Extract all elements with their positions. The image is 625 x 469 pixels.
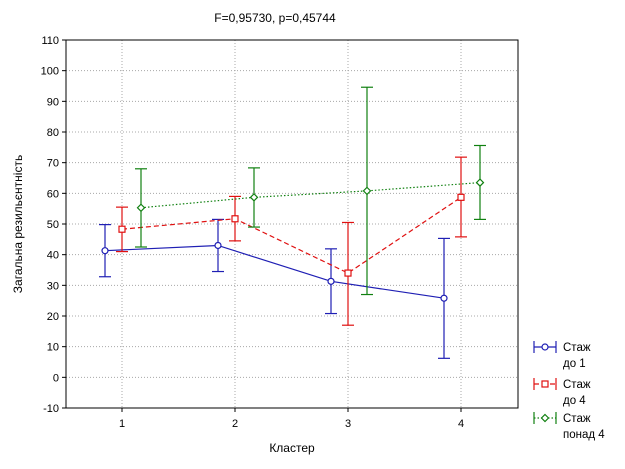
x-tick-label: 3 <box>345 418 351 430</box>
y-tick-label: 70 <box>47 158 59 170</box>
legend-label: до 1 <box>563 358 586 370</box>
legend-label: Стаж <box>563 413 591 425</box>
data-point-marker <box>327 277 335 285</box>
series-line <box>121 196 462 274</box>
chart-title: F=0,95730, p=0,45744 <box>214 11 336 25</box>
y-tick-label: 100 <box>41 66 59 78</box>
y-tick-label: -10 <box>43 403 59 415</box>
y-tick-label: 10 <box>47 342 59 354</box>
plot-frame <box>65 39 519 409</box>
data-point-marker <box>475 178 485 187</box>
series-group <box>99 218 450 359</box>
data-point-marker <box>136 203 146 213</box>
x-tick-label: 4 <box>458 418 464 430</box>
y-tick-label: 20 <box>47 311 59 323</box>
plot-series <box>99 86 486 359</box>
y-tick-label: 110 <box>41 35 59 47</box>
data-point-marker <box>231 215 239 223</box>
data-point-marker <box>214 241 222 250</box>
y-tick-label: 60 <box>47 188 59 200</box>
x-tick-label: 2 <box>232 418 238 430</box>
data-point-marker <box>249 192 259 202</box>
data-point-marker <box>362 186 372 196</box>
legend-entry: Стаж понад 4 <box>533 412 605 441</box>
data-point-marker <box>540 413 550 423</box>
data-point-marker <box>440 294 448 302</box>
legend-label: до 4 <box>563 395 586 407</box>
x-axis-label: Кластер <box>269 441 315 455</box>
x-tick-label: 1 <box>119 418 125 430</box>
data-point-marker <box>118 225 126 233</box>
y-tick-label: 80 <box>47 127 59 139</box>
legend-label: Стаж <box>563 342 591 354</box>
y-tick-label: 0 <box>53 372 59 384</box>
y-axis-label: Загальна резильєнтність <box>11 155 25 293</box>
legend-label: понад 4 <box>563 429 605 441</box>
data-point-marker <box>457 193 465 201</box>
axes: -10 0 10 20 30 40 50 60 70 80 90 100 110 1 2 3 4 <box>41 35 519 430</box>
data-point-marker <box>344 269 352 277</box>
series-group <box>135 86 486 296</box>
series-line <box>140 182 481 209</box>
legend-entry: Стаж до 4 <box>533 378 591 407</box>
y-tick-label: 90 <box>47 96 59 108</box>
legend: Стаж до 1 Стаж до 4 Стаж понад 4 <box>533 341 605 441</box>
data-point-marker <box>541 380 549 388</box>
y-tick-label: 30 <box>47 280 59 292</box>
data-point-marker <box>101 247 109 255</box>
y-tick-label: 50 <box>47 219 59 231</box>
y-tick-label: 40 <box>47 250 59 262</box>
legend-entry: Стаж до 1 <box>533 341 591 370</box>
series-group <box>116 156 467 326</box>
legend-label: Стаж <box>563 379 591 391</box>
data-point-marker <box>541 343 549 351</box>
series-line <box>104 244 445 299</box>
